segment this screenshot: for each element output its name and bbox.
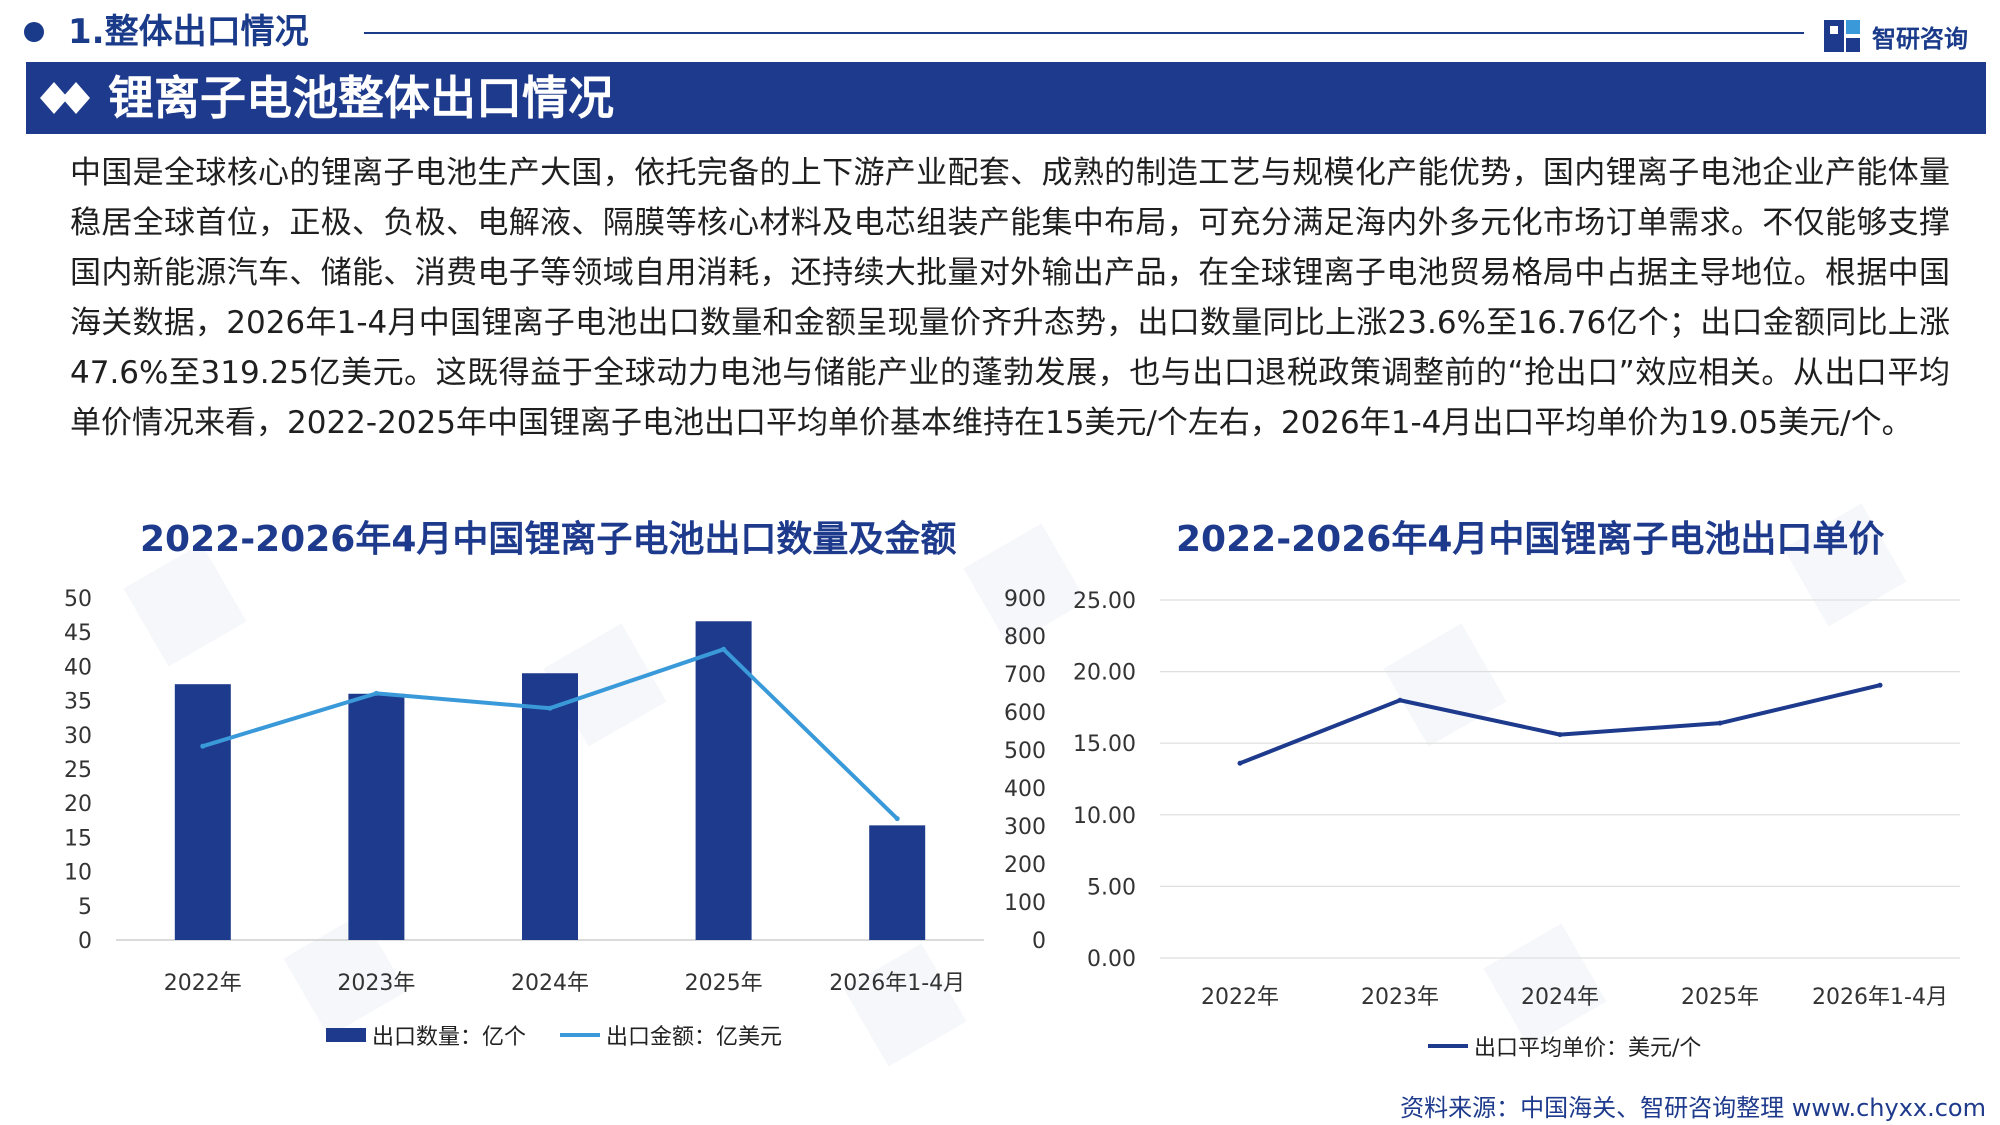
line-point [1237,760,1243,766]
line-point [1877,682,1883,688]
header-divider [364,32,1804,34]
y-tick-label: 0 [78,929,92,954]
line-point [894,816,900,822]
bar [695,621,752,940]
line-point [1397,697,1403,703]
x-tick-label: 2022年 [164,971,242,996]
y-tick-label: 0.00 [1087,947,1136,972]
x-tick-label: 2023年 [337,971,415,996]
section-header: 1.整体出口情况 智研咨询 [24,8,1984,56]
legend-item-unit-price: 出口平均单价：美元/个 [1428,1030,1701,1062]
line-point [373,690,379,696]
brand: 智研咨询 [1822,14,1968,58]
bar [869,825,926,940]
chart-2-title: 2022-2026年4月中国锂离子电池出口单价 [1176,519,1885,560]
line-point [1557,732,1563,738]
banner-title: 锂离子电池整体出口情况 [108,71,614,125]
brand-logo-icon [1824,20,1860,52]
y2-tick-label: 0 [1032,929,1046,954]
section-title: 1.整体出口情况 [68,12,309,52]
chart-1-legend: 出口数量：亿个 出口金额：亿美元 [326,1019,782,1051]
y-tick-label: 10.00 [1073,804,1136,829]
y-tick-label: 25.00 [1073,589,1136,614]
description-paragraph: 中国是全球核心的锂离子电池生产大国，依托完备的上下游产业配套、成熟的制造工艺与规… [70,155,1950,441]
y-tick-label: 20.00 [1073,661,1136,686]
chart-1-title: 2022-2026年4月中国锂离子电池出口数量及金额 [140,519,957,560]
x-tick-label: 2026年1-4月 [1812,985,1948,1010]
y2-tick-label: 200 [1004,853,1046,878]
diamond-icon [40,82,90,114]
legend-swatch-line [560,1033,601,1037]
x-tick-label: 2023年 [1361,985,1439,1010]
bar [522,673,578,940]
y-tick-label: 25 [64,758,92,783]
legend-item-amount: 出口金额：亿美元 [560,1019,782,1051]
y2-tick-label: 300 [1004,815,1046,840]
legend-swatch-line-dark [1428,1044,1468,1048]
x-tick-label: 2025年 [685,971,763,996]
y-tick-label: 20 [64,792,92,817]
line-point [1717,720,1723,726]
x-tick-label: 2025年 [1681,985,1759,1010]
x-tick-label: 2022年 [1201,985,1279,1010]
y-tick-label: 15 [64,826,92,851]
y-tick-label: 10 [64,861,92,886]
y2-tick-label: 900 [1004,587,1046,612]
y-tick-label: 35 [64,690,92,715]
chart-2-legend: 出口平均单价：美元/个 [1428,1030,1701,1062]
bullet-dot-icon [24,22,44,42]
y2-tick-label: 800 [1004,625,1046,650]
brand-name: 智研咨询 [1872,24,1968,53]
y-tick-label: 40 [64,655,92,680]
y2-tick-label: 100 [1004,891,1046,916]
y2-tick-label: 600 [1004,701,1046,726]
title-banner: 锂离子电池整体出口情况 [26,62,1986,134]
bar [348,693,405,940]
legend-item-quantity: 出口数量：亿个 [326,1019,526,1051]
y-tick-label: 5.00 [1087,875,1136,900]
legend-label-quantity: 出口数量：亿个 [372,1025,527,1050]
line-point [547,705,553,711]
legend-label-unit-price: 出口平均单价：美元/个 [1474,1036,1702,1061]
x-tick-label: 2026年1-4月 [829,971,965,996]
y-tick-label: 5 [78,895,92,920]
x-tick-label: 2024年 [1521,985,1599,1010]
bar [174,684,231,940]
y2-tick-label: 400 [1004,777,1046,802]
y-tick-label: 15.00 [1073,732,1136,757]
x-tick-label: 2024年 [511,971,589,996]
y-tick-label: 45 [64,621,92,646]
line-point [200,743,206,749]
legend-label-amount: 出口金额：亿美元 [606,1025,783,1050]
y-tick-label: 30 [64,724,92,749]
legend-swatch-bar [326,1028,366,1042]
line-point [721,646,727,652]
y2-tick-label: 500 [1004,739,1046,764]
y2-tick-label: 700 [1004,663,1046,688]
y-tick-label: 50 [64,587,92,612]
series-line-unit-price [1239,683,1881,766]
source-note: 资料来源：中国海关、智研咨询整理 www.chyxx.com [1400,1094,1986,1122]
